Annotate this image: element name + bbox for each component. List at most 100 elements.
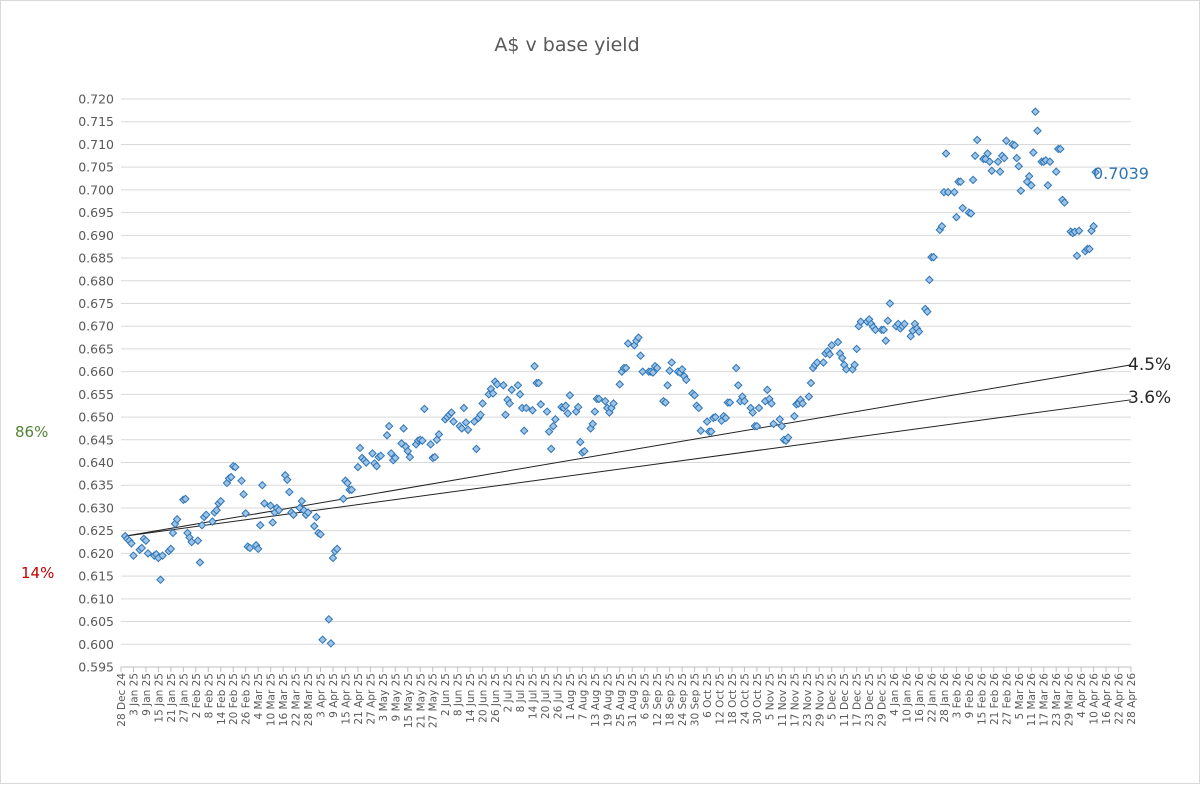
data-point <box>1072 251 1082 261</box>
data-point <box>318 635 327 645</box>
x-tick-label: 30 Sep 25 <box>690 673 702 726</box>
data-point <box>925 275 934 285</box>
data-point <box>399 424 408 433</box>
data-point <box>536 400 546 409</box>
data-point <box>156 575 165 585</box>
data-point <box>403 446 413 456</box>
x-axis-ticks: 28 Dec 24 3 Jan 25 9 Jan 25 15 Jan 25 21 Jan… <box>116 667 1138 728</box>
y-tick-label: 0.700 <box>78 182 114 197</box>
data-point <box>956 177 965 187</box>
x-tick-label: 4 Apr 26 <box>1076 673 1088 718</box>
x-tick-label: 5 Dec 25 <box>827 673 839 720</box>
x-tick-label: 21 May 25 <box>415 673 427 728</box>
data-point <box>561 401 571 411</box>
data-point <box>966 209 976 218</box>
x-tick-label: 21 Feb 26 <box>989 673 1001 725</box>
data-point <box>285 487 294 497</box>
data-point <box>339 494 348 504</box>
data-point <box>1033 126 1042 136</box>
data-point <box>783 433 793 442</box>
y-tick-label: 0.645 <box>78 432 114 447</box>
y-tick-label: 0.635 <box>78 478 114 493</box>
data-point <box>212 505 221 515</box>
data-point <box>690 390 699 400</box>
data-point <box>565 390 575 400</box>
data-point <box>361 458 371 467</box>
data-point <box>1010 141 1019 150</box>
x-tick-label: 16 Apr 26 <box>1101 673 1113 725</box>
data-point <box>542 407 552 416</box>
data-point <box>295 503 305 513</box>
data-point <box>663 380 672 390</box>
data-point <box>239 490 248 499</box>
x-tick-label: 29 Dec 25 <box>877 673 889 727</box>
x-tick-label: 28 Dec 24 <box>116 673 128 727</box>
data-point <box>983 149 992 158</box>
x-tick-label: 27 May 25 <box>428 673 440 728</box>
x-tick-label: 16 Mar 25 <box>278 673 290 726</box>
x-tick-label: 26 Feb 25 <box>241 673 253 725</box>
data-point <box>958 203 967 213</box>
data-point <box>970 151 980 161</box>
data-point <box>972 135 982 145</box>
x-tick-label: 9 May 25 <box>390 673 402 721</box>
x-tick-label: 17 Nov 25 <box>789 673 801 727</box>
data-point <box>677 365 687 374</box>
data-point <box>1091 167 1100 177</box>
data-point <box>472 444 481 454</box>
data-point <box>881 336 891 346</box>
data-point <box>324 614 334 624</box>
data-point <box>268 518 278 527</box>
data-point <box>457 424 467 433</box>
data-point <box>449 417 458 426</box>
x-tick-label: 4 Jan 26 <box>889 673 901 716</box>
data-point <box>382 430 392 440</box>
y-tick-label: 0.655 <box>78 387 114 402</box>
x-tick-label: 5 Mar 26 <box>1014 673 1026 720</box>
data-point <box>420 404 429 414</box>
data-point <box>201 510 211 520</box>
y-tick-label: 0.610 <box>78 591 114 606</box>
x-tick-label: 21 Apr 25 <box>353 673 365 725</box>
y-tick-label: 0.715 <box>78 114 114 129</box>
data-point <box>1029 148 1038 157</box>
data-point <box>1012 153 1022 163</box>
x-tick-label: 6 Oct 25 <box>702 673 714 718</box>
data-point <box>282 475 292 485</box>
lower-pct-label: 14% <box>21 564 54 582</box>
x-tick-label: 24 Oct 25 <box>739 673 751 725</box>
data-point <box>166 544 176 554</box>
x-tick-label: 3 May 25 <box>378 673 390 721</box>
x-tick-label: 5 Nov 25 <box>764 673 776 720</box>
data-point <box>158 551 167 560</box>
data-point <box>143 549 153 558</box>
data-point <box>258 480 267 490</box>
data-point <box>332 544 342 554</box>
x-tick-label: 14 Jun 25 <box>465 673 477 723</box>
x-tick-label: 20 Jul 25 <box>540 673 552 719</box>
data-point <box>226 472 236 482</box>
x-tick-label: 27 Feb 26 <box>1001 673 1013 725</box>
data-point <box>841 365 851 374</box>
data-point <box>397 439 406 448</box>
data-point <box>694 403 704 413</box>
data-point <box>968 175 978 185</box>
data-point <box>534 378 544 388</box>
data-point <box>914 327 924 336</box>
x-tick-label: 18 Oct 25 <box>727 673 739 725</box>
data-point <box>837 353 847 363</box>
data-point <box>434 430 444 439</box>
data-point <box>1056 144 1065 154</box>
y-tick-label: 0.670 <box>78 319 114 334</box>
data-point <box>216 496 226 506</box>
data-point <box>1085 244 1094 254</box>
data-point <box>505 399 514 408</box>
chart-title: A$ v base yield <box>494 34 639 56</box>
upper-pct-label: 86% <box>15 423 48 441</box>
data-point <box>372 461 381 471</box>
data-point <box>492 380 502 389</box>
data-point <box>985 157 994 167</box>
data-point <box>929 252 938 262</box>
data-point <box>1043 181 1053 190</box>
